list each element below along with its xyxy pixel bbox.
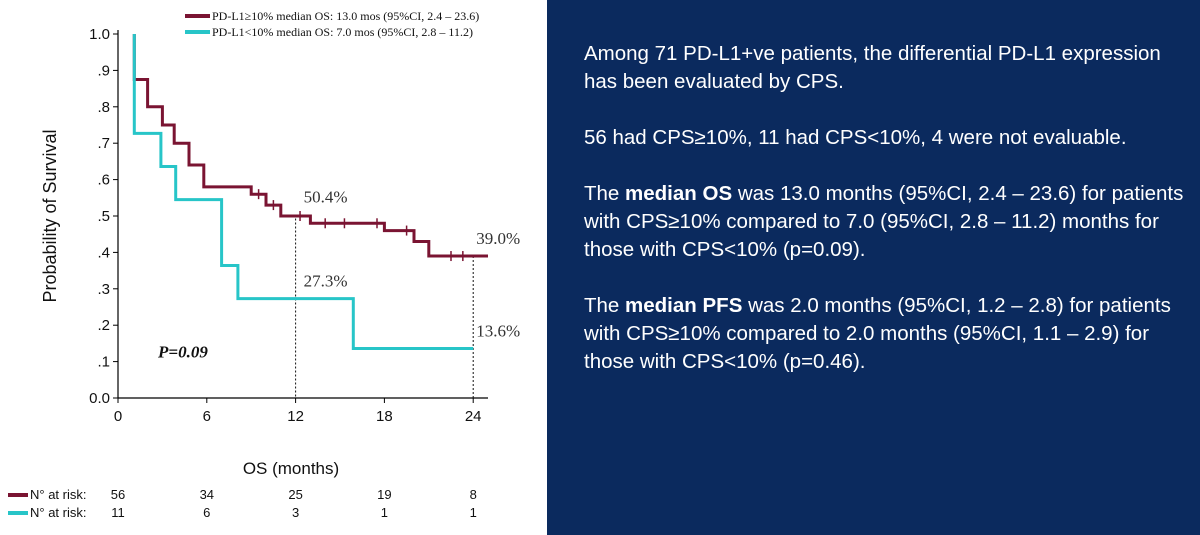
median-os-prefix: The — [584, 182, 626, 205]
y-axis-label: Probability of Survival — [40, 129, 60, 302]
series-1-curve — [132, 34, 488, 258]
median-os-paragraph: The median OS was 13.0 months (95%CI, 2.… — [584, 180, 1194, 264]
at-risk-count: 3 — [292, 505, 299, 520]
at-risk-label-2: N° at risk: — [30, 505, 86, 520]
y-tick-label: .7 — [97, 135, 110, 152]
y-tick-label: .5 — [97, 208, 110, 225]
p-value-label: P=0.09 — [157, 343, 208, 362]
summary-paragraph-1: Among 71 PD-L1+ve patients, the differen… — [584, 42, 1161, 93]
y-tick-label: .2 — [97, 317, 110, 334]
x-tick-label: 24 — [465, 408, 482, 425]
at-risk-count: 1 — [470, 505, 477, 520]
y-tick-label: 0.0 — [89, 390, 110, 407]
median-os-label: median OS — [625, 182, 733, 205]
y-tick-label: .8 — [97, 99, 110, 116]
x-tick-label: 0 — [114, 408, 122, 425]
percent-annotation: 39.0% — [476, 229, 520, 248]
y-tick-label: .4 — [97, 244, 110, 261]
median-pfs-paragraph: The median PFS was 2.0 months (95%CI, 1.… — [584, 292, 1194, 376]
at-risk-count: 34 — [200, 487, 214, 502]
median-pfs-label: median PFS — [625, 294, 743, 317]
legend-label-1: PD-L1≥10% median OS: 13.0 mos (95%CI, 2.… — [212, 9, 479, 23]
y-tick-label: 1.0 — [89, 26, 110, 43]
median-os-detail: was 13.0 months (95%CI, 2.4 – 23.6) for … — [584, 182, 1184, 261]
km-chart-panel: 0.0.1.2.3.4.5.6.7.8.9 1.0 0 6 12 18 24 Probabil… — [0, 0, 547, 535]
summary-paragraph-2: 56 had CPS≥10%, 11 had CPS<10%, 4 were n… — [584, 126, 1127, 149]
x-tick-label: 12 — [287, 408, 304, 425]
median-pfs-detail: was 2.0 months (95%CI, 1.2 – 2.8) for pa… — [584, 294, 1171, 373]
y-tick-label: .9 — [97, 62, 110, 79]
km-survival-chart: 0.0.1.2.3.4.5.6.7.8.91.00 6 12 18 24Probabil… — [8, 9, 520, 520]
x-tick-label: 6 — [203, 408, 211, 425]
at-risk-count: 8 — [470, 487, 477, 502]
legend-label-2: PD-L1<10% median OS: 7.0 mos (95%CI, 2.8… — [212, 25, 473, 39]
percent-annotation: 13.6% — [476, 321, 520, 340]
summary-text-panel: Among 71 PD-L1+ve patients, the differen… — [584, 40, 1194, 404]
x-axis-label: OS (months) — [243, 459, 339, 478]
at-risk-count: 25 — [288, 487, 302, 502]
at-risk-count: 6 — [203, 505, 210, 520]
x-tick-label: 18 — [376, 408, 393, 425]
y-tick-label: .6 — [97, 172, 110, 189]
series-2-curve — [132, 34, 474, 350]
y-tick-label: .3 — [97, 281, 110, 298]
at-risk-count: 56 — [111, 487, 125, 502]
percent-annotation: 27.3% — [304, 272, 348, 291]
y-tick-label: .1 — [97, 354, 110, 371]
percent-annotation: 50.4% — [304, 188, 348, 207]
at-risk-count: 1 — [381, 505, 388, 520]
at-risk-count: 19 — [377, 487, 391, 502]
at-risk-count: 11 — [111, 505, 125, 520]
at-risk-label-1: N° at risk: — [30, 487, 86, 502]
median-pfs-prefix: The — [584, 294, 626, 317]
